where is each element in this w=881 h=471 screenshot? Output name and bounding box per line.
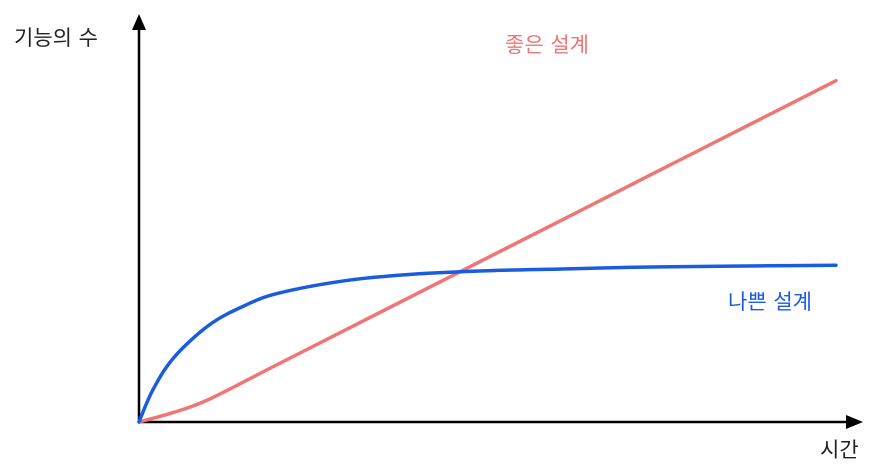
y-axis-label: 기능의 수 bbox=[14, 26, 98, 50]
series-line-good-design bbox=[137, 78, 838, 424]
x-axis-arrow-icon bbox=[846, 415, 863, 429]
series-label-good-design: 좋은 설계 bbox=[505, 33, 589, 57]
y-axis-arrow-icon bbox=[132, 14, 146, 30]
series-label-bad-design: 나쁜 설계 bbox=[728, 290, 812, 314]
series-layer bbox=[137, 78, 838, 424]
x-axis-label: 시간 bbox=[820, 438, 859, 462]
series-line-bad-design bbox=[137, 263, 838, 424]
